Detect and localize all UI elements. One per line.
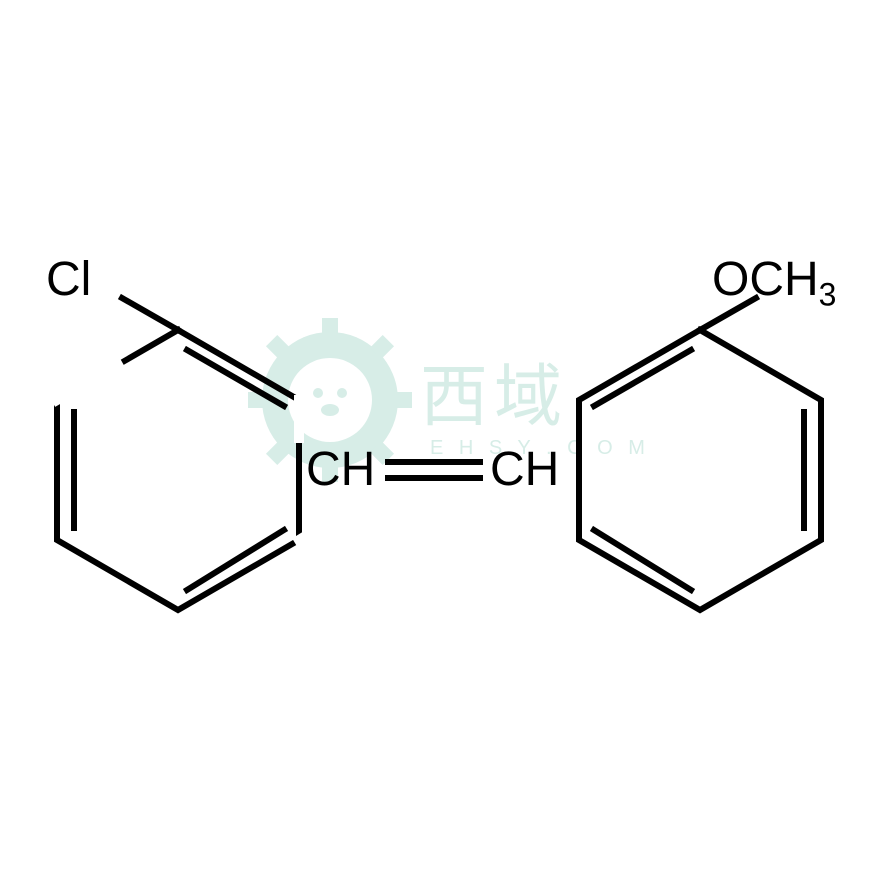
- atom-label-cl: Cl: [46, 256, 91, 304]
- svg-text:西域: 西域: [420, 359, 568, 435]
- atom-label-och3-main: OCH: [712, 253, 819, 306]
- chemical-structure-canvas: 西域 EHSY.COM: [0, 0, 890, 890]
- atom-label-och3-sub: 3: [819, 277, 837, 313]
- atom-label-ch-right: CH: [490, 446, 559, 494]
- atom-label-och3: OCH3: [712, 256, 836, 311]
- atom-label-ch-left: CH: [306, 446, 375, 494]
- molecule-svg: 西域 E H S Y . C O M: [0, 0, 890, 890]
